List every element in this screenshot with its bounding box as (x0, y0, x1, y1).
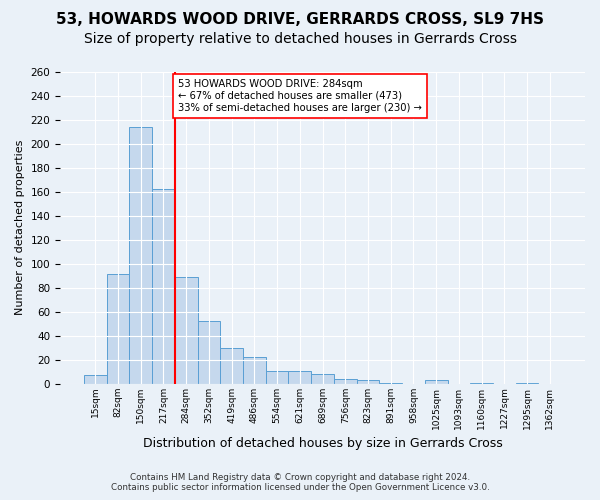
Bar (470, 382, 493, 384)
X-axis label: Distribution of detached houses by size in Gerrards Cross: Distribution of detached houses by size … (143, 437, 502, 450)
Text: Size of property relative to detached houses in Gerrards Cross: Size of property relative to detached ho… (83, 32, 517, 46)
Text: 53, HOWARDS WOOD DRIVE, GERRARDS CROSS, SL9 7HS: 53, HOWARDS WOOD DRIVE, GERRARDS CROSS, … (56, 12, 544, 28)
Bar (334, 379, 356, 384)
Text: Contains HM Land Registry data © Crown copyright and database right 2024.
Contai: Contains HM Land Registry data © Crown c… (110, 473, 490, 492)
Bar (152, 189, 175, 384)
Bar (197, 322, 220, 384)
Bar (425, 380, 448, 384)
Bar (266, 370, 289, 384)
Bar (220, 348, 243, 384)
Bar (175, 277, 197, 384)
Bar (107, 274, 130, 384)
Bar (515, 382, 538, 384)
Bar (130, 126, 152, 384)
Text: 53 HOWARDS WOOD DRIVE: 284sqm
← 67% of detached houses are smaller (473)
33% of : 53 HOWARDS WOOD DRIVE: 284sqm ← 67% of d… (178, 80, 422, 112)
Bar (356, 380, 379, 384)
Y-axis label: Number of detached properties: Number of detached properties (15, 140, 25, 316)
Bar (84, 376, 107, 384)
Bar (289, 370, 311, 384)
Bar (311, 374, 334, 384)
Bar (243, 358, 266, 384)
Bar (379, 382, 402, 384)
